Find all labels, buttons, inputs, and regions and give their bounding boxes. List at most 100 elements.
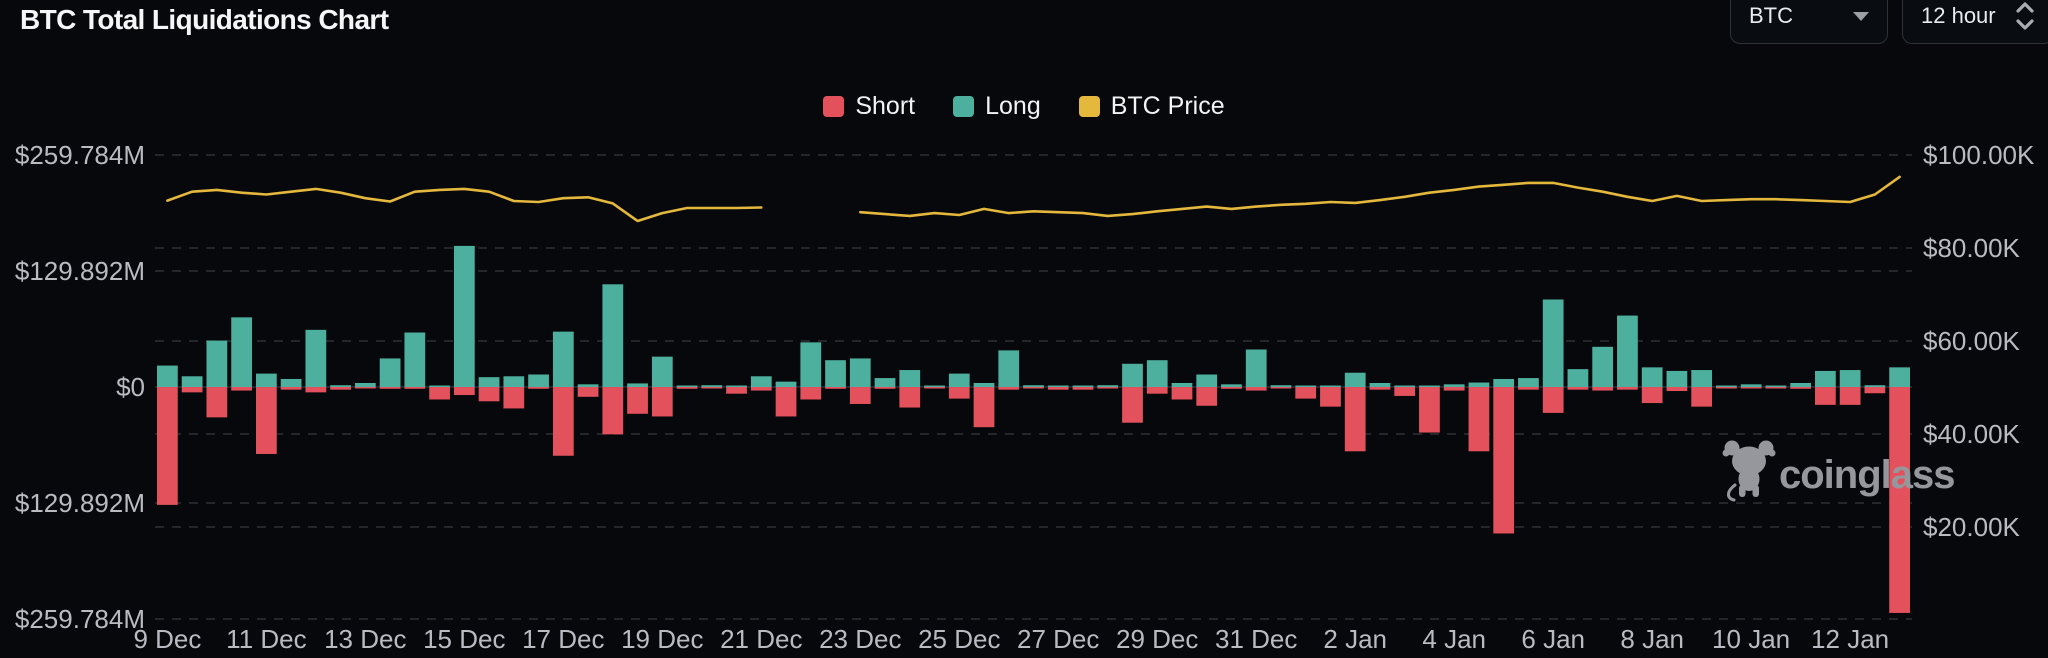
long-bar[interactable] (478, 377, 500, 387)
short-bar[interactable] (552, 387, 574, 456)
long-bar[interactable] (379, 358, 401, 387)
short-bar[interactable] (1196, 387, 1218, 406)
long-bar[interactable] (1790, 382, 1812, 387)
long-bar[interactable] (973, 382, 995, 387)
short-bar[interactable] (1839, 387, 1861, 405)
long-bar[interactable] (1468, 382, 1490, 387)
short-bar[interactable] (429, 387, 450, 400)
short-bar[interactable] (750, 387, 772, 391)
long-bar[interactable] (528, 374, 549, 387)
interval-select[interactable]: 12 hour (1902, 0, 2048, 44)
short-bar[interactable] (1245, 387, 1267, 391)
long-bar[interactable] (354, 382, 376, 387)
long-bar[interactable] (651, 356, 673, 387)
short-bar[interactable] (503, 387, 525, 409)
short-bar[interactable] (1320, 387, 1341, 407)
short-bar[interactable] (1641, 387, 1663, 404)
short-bar[interactable] (379, 387, 401, 389)
long-bar[interactable] (726, 385, 747, 388)
short-bar[interactable] (1221, 387, 1242, 389)
short-bar[interactable] (1443, 387, 1465, 391)
legend-item-long[interactable]: Long (953, 92, 1041, 121)
short-bar[interactable] (1518, 387, 1539, 390)
long-bar[interactable] (1072, 385, 1094, 388)
long-bar[interactable] (1047, 385, 1069, 388)
short-bar[interactable] (354, 387, 376, 389)
short-bar[interactable] (206, 387, 228, 418)
long-bar[interactable] (231, 317, 252, 387)
short-bar[interactable] (231, 387, 252, 391)
long-bar[interactable] (552, 331, 574, 387)
short-bar[interactable] (1023, 387, 1044, 389)
short-bar[interactable] (157, 387, 178, 505)
short-bar[interactable] (1567, 387, 1589, 390)
long-bar[interactable] (1146, 360, 1168, 387)
short-bar[interactable] (1344, 387, 1366, 452)
long-bar[interactable] (1740, 384, 1762, 387)
short-bar[interactable] (1097, 387, 1119, 389)
short-bar[interactable] (825, 387, 846, 389)
long-bar[interactable] (305, 329, 327, 387)
short-bar[interactable] (453, 387, 475, 396)
long-bar[interactable] (255, 373, 277, 387)
short-bar[interactable] (1072, 387, 1094, 390)
long-bar[interactable] (1542, 299, 1564, 387)
long-bar[interactable] (1592, 346, 1614, 387)
long-bar[interactable] (1889, 367, 1910, 387)
short-bar[interactable] (602, 387, 624, 435)
long-bar[interactable] (206, 340, 228, 387)
short-bar[interactable] (1122, 387, 1143, 423)
short-bar[interactable] (1394, 387, 1416, 396)
short-bar[interactable] (577, 387, 599, 397)
long-bar[interactable] (849, 358, 871, 387)
long-bar[interactable] (1097, 385, 1119, 387)
short-bar[interactable] (1542, 387, 1564, 413)
short-bar[interactable] (1740, 387, 1762, 389)
short-bar[interactable] (1815, 387, 1836, 405)
long-bar[interactable] (503, 376, 525, 387)
short-bar[interactable] (948, 387, 970, 399)
long-bar[interactable] (1221, 384, 1242, 387)
long-bar[interactable] (157, 365, 178, 387)
short-bar[interactable] (330, 387, 351, 390)
short-bar[interactable] (899, 387, 921, 408)
long-bar[interactable] (1369, 382, 1391, 387)
long-bar[interactable] (1765, 385, 1787, 388)
short-bar[interactable] (924, 387, 945, 389)
long-bar[interactable] (1839, 370, 1861, 387)
long-bar[interactable] (1716, 385, 1737, 388)
long-bar[interactable] (1295, 385, 1317, 388)
long-bar[interactable] (1122, 363, 1143, 387)
short-bar[interactable] (1493, 387, 1515, 534)
long-bar[interactable] (602, 284, 624, 387)
short-bar[interactable] (726, 387, 747, 394)
short-bar[interactable] (1369, 387, 1391, 390)
long-bar[interactable] (825, 360, 846, 387)
long-bar[interactable] (676, 385, 698, 388)
long-bar[interactable] (701, 385, 723, 387)
long-bar[interactable] (1864, 385, 1886, 387)
long-bar[interactable] (577, 384, 599, 387)
long-bar[interactable] (1196, 374, 1218, 387)
short-bar[interactable] (874, 387, 896, 389)
long-bar[interactable] (1691, 370, 1713, 387)
short-bar[interactable] (255, 387, 277, 454)
short-bar[interactable] (1592, 387, 1614, 391)
short-bar[interactable] (305, 387, 327, 393)
long-bar[interactable] (1493, 378, 1515, 387)
short-bar[interactable] (701, 387, 723, 389)
short-bar[interactable] (1666, 387, 1688, 392)
long-bar[interactable] (1023, 385, 1044, 387)
long-bar[interactable] (429, 385, 450, 388)
short-bar[interactable] (404, 387, 426, 389)
short-bar[interactable] (973, 387, 995, 428)
long-bar[interactable] (1666, 370, 1688, 387)
long-bar[interactable] (181, 376, 203, 387)
short-bar[interactable] (1765, 387, 1787, 389)
short-bar[interactable] (800, 387, 822, 400)
short-bar[interactable] (1047, 387, 1069, 390)
short-bar[interactable] (1146, 387, 1168, 394)
short-bar[interactable] (998, 387, 1020, 390)
long-bar[interactable] (899, 370, 921, 387)
long-bar[interactable] (998, 350, 1020, 387)
